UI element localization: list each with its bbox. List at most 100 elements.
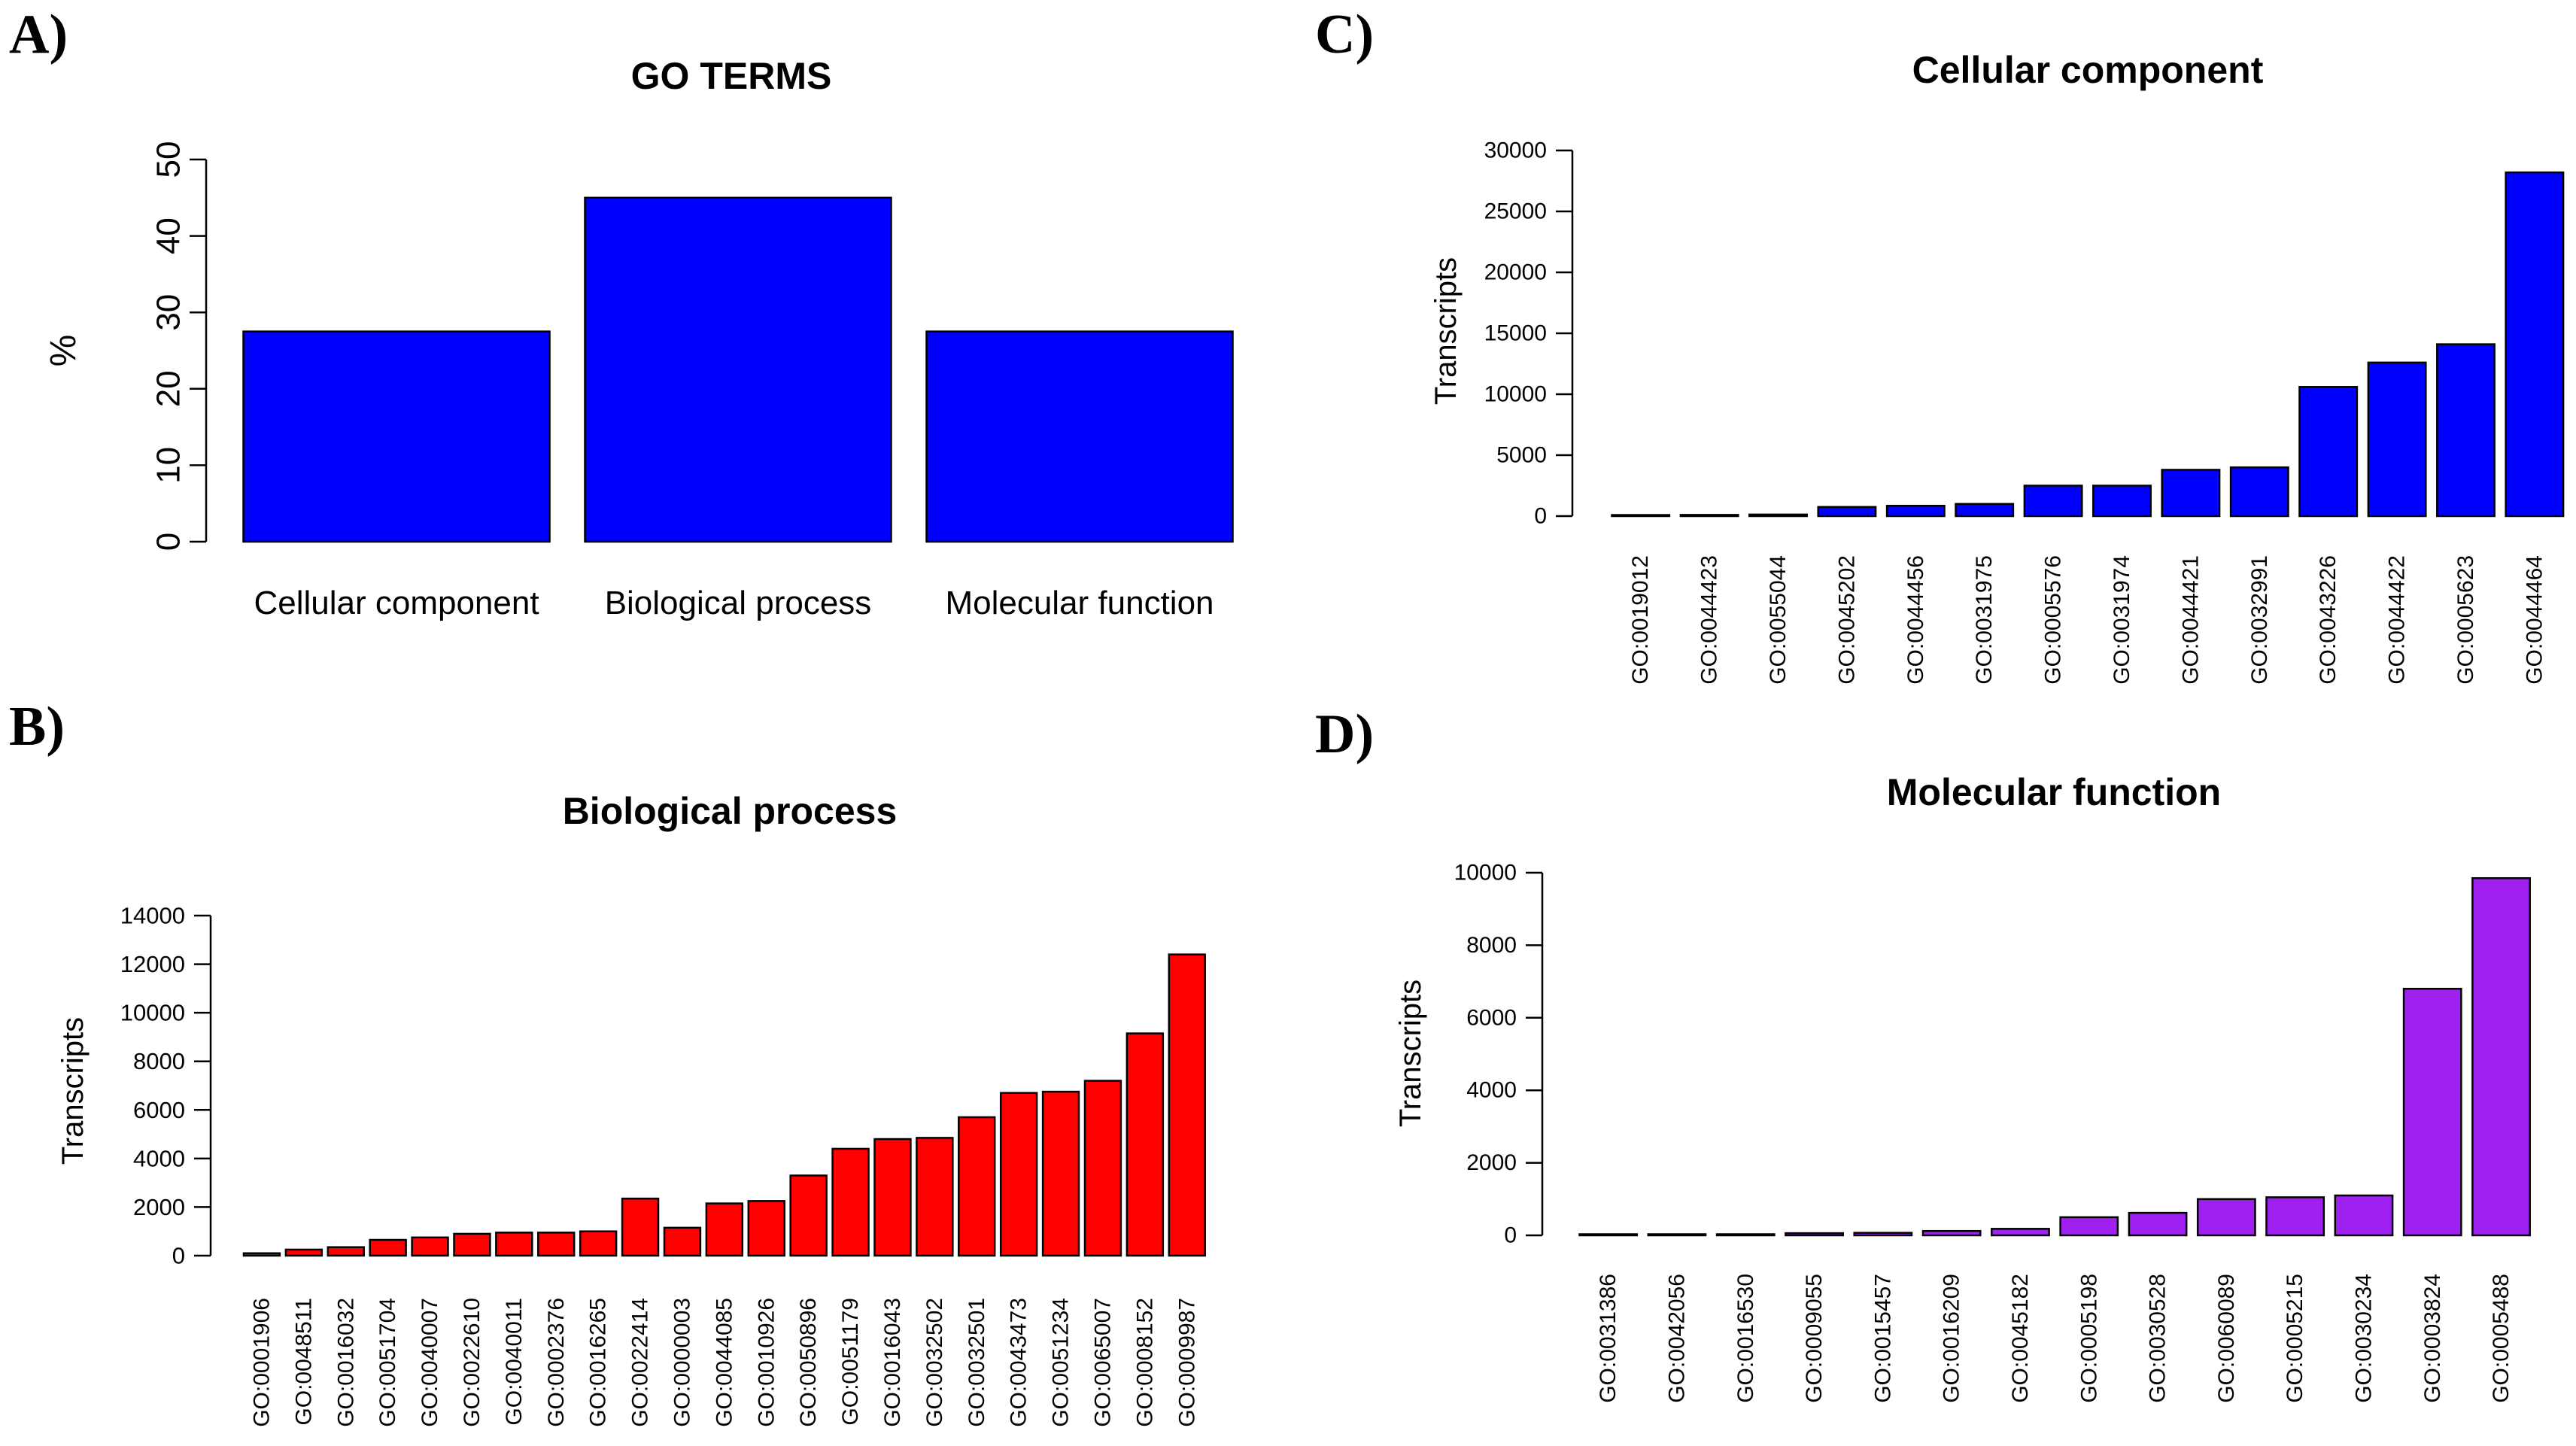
y-tick-label: 25000: [1484, 199, 1547, 224]
x-tick-label: GO:0040011: [502, 1298, 527, 1426]
bar: [999, 1092, 1038, 1257]
x-tick-label: GO:0016530: [1733, 1274, 1758, 1403]
x-tick-label: GO:0015457: [1870, 1274, 1895, 1403]
y-tick-label: 5000: [1496, 443, 1547, 468]
bar: [705, 1202, 744, 1257]
chart-cellular-component: Cellular component Transcripts 0 5000 10000 1…: [1429, 49, 2565, 685]
x-tick-label: GO:0005488: [2489, 1274, 2514, 1403]
bar: [1679, 514, 1739, 518]
chart-title: GO TERMS: [631, 55, 832, 97]
y-tick-label: 10000: [120, 1000, 185, 1026]
bar: [2471, 876, 2531, 1237]
y-tick-label: 10000: [1484, 382, 1547, 407]
x-tick-label: Molecular function: [945, 585, 1214, 621]
x-tick-label: GO:0051179: [838, 1298, 863, 1426]
panel-letter-a: A): [9, 4, 68, 65]
bar: [2128, 1211, 2188, 1237]
x-tick-label: GO:0001906: [249, 1298, 274, 1427]
x-tick-label: GO:0000003: [670, 1298, 694, 1427]
bar: [663, 1226, 702, 1257]
bar: [327, 1246, 365, 1257]
y-tick-label: 10: [150, 447, 187, 484]
x-tick-label: GO:0050896: [796, 1298, 821, 1427]
bar: [537, 1232, 576, 1257]
bar: [2229, 466, 2289, 518]
bar: [495, 1232, 533, 1257]
bar: [1885, 504, 1946, 518]
y-tick-label: 8000: [1466, 933, 1517, 958]
y-tick-label: 8000: [133, 1048, 185, 1074]
x-tick-label: Cellular component: [254, 585, 539, 621]
bar: [1955, 503, 2015, 518]
x-tick-label: GO:0008152: [1132, 1298, 1157, 1427]
y-tick-label: 20000: [1484, 260, 1547, 285]
chart-title: Biological process: [563, 790, 898, 832]
x-tick-label: GO:0005215: [2283, 1274, 2307, 1403]
y-tick-label: 40: [150, 217, 187, 254]
y-tick-label: 14000: [120, 903, 185, 929]
x-tick-label: GO:0060089: [2214, 1274, 2239, 1403]
bar: [2023, 485, 2083, 518]
bar: [1083, 1080, 1122, 1257]
bar: [916, 1137, 954, 1257]
x-tick-label: GO:0040007: [418, 1298, 442, 1427]
bar: [1125, 1032, 1165, 1257]
bar: [831, 1147, 870, 1257]
y-axis-label: Transcripts: [56, 1017, 90, 1165]
bar: [242, 1252, 281, 1257]
x-tick-label: GO:0044421: [2178, 555, 2203, 685]
y-axis-label: Transcripts: [1394, 980, 1427, 1127]
bar: [584, 196, 892, 543]
y-tick-label: 50: [150, 141, 187, 178]
bar: [2505, 171, 2565, 518]
x-tick-label: GO:0031975: [1972, 555, 1997, 685]
y-tick-label: 30000: [1484, 138, 1547, 163]
bar: [2265, 1196, 2325, 1237]
bar: [1748, 513, 1808, 518]
x-tick-label: GO:0016043: [880, 1298, 905, 1427]
bar: [1991, 1228, 2050, 1237]
x-tick-label: GO:0032991: [2247, 555, 2272, 685]
x-tick-label: GO:0044456: [1903, 555, 1928, 685]
x-tick-label: GO:0010926: [754, 1298, 779, 1427]
bar: [2092, 485, 2152, 518]
bar: [873, 1138, 912, 1257]
bar: [1853, 1232, 1913, 1237]
bar: [1041, 1090, 1080, 1257]
x-tick-label: Biological process: [605, 585, 872, 621]
x-tick-label: GO:0065007: [1090, 1298, 1115, 1427]
x-tick-label: GO:0044422: [2385, 555, 2410, 685]
x-tick-label: GO:0032502: [922, 1298, 947, 1427]
bar: [579, 1230, 618, 1257]
panel-letter-d: D): [1315, 703, 1374, 765]
panel-letter-b: B): [9, 696, 65, 758]
y-tick-label: 4000: [1466, 1078, 1517, 1103]
x-tick-label: GO:0044464: [2522, 555, 2547, 685]
bar: [1168, 953, 1206, 1257]
x-tick-label: GO:0016265: [586, 1298, 611, 1427]
x-tick-label: GO:0045182: [2008, 1274, 2033, 1403]
x-tick-label: GO:0031974: [2110, 555, 2134, 685]
bar: [1578, 1233, 1639, 1237]
bar: [242, 330, 551, 543]
x-tick-label: GO:0022610: [460, 1298, 485, 1427]
bar: [284, 1248, 324, 1257]
x-tick-label: GO:0002376: [544, 1298, 569, 1427]
x-tick-label: GO:0032501: [964, 1298, 989, 1427]
x-tick-label: GO:0005198: [2076, 1274, 2101, 1403]
x-tick-label: GO:0005576: [2041, 555, 2066, 685]
x-tick-label: GO:0019012: [1628, 555, 1653, 685]
x-tick-label: GO:0005623: [2453, 555, 2478, 685]
x-tick-label: GO:0031386: [1596, 1274, 1621, 1403]
x-tick-label: GO:0003824: [2420, 1274, 2445, 1403]
chart-go-terms: GO TERMS% 0 10 20 30 40 50 Cellular component Bi…: [44, 55, 1234, 621]
bar: [925, 330, 1234, 543]
x-tick-label: GO:0044423: [1697, 555, 1722, 685]
x-tick-label: GO:0043473: [1007, 1298, 1031, 1427]
y-tick-label: 0: [1534, 504, 1547, 529]
bar: [747, 1200, 785, 1257]
x-tick-label: GO:0016032: [333, 1298, 358, 1427]
y-tick-label: 12000: [120, 951, 185, 977]
y-tick-label: 4000: [133, 1145, 185, 1171]
